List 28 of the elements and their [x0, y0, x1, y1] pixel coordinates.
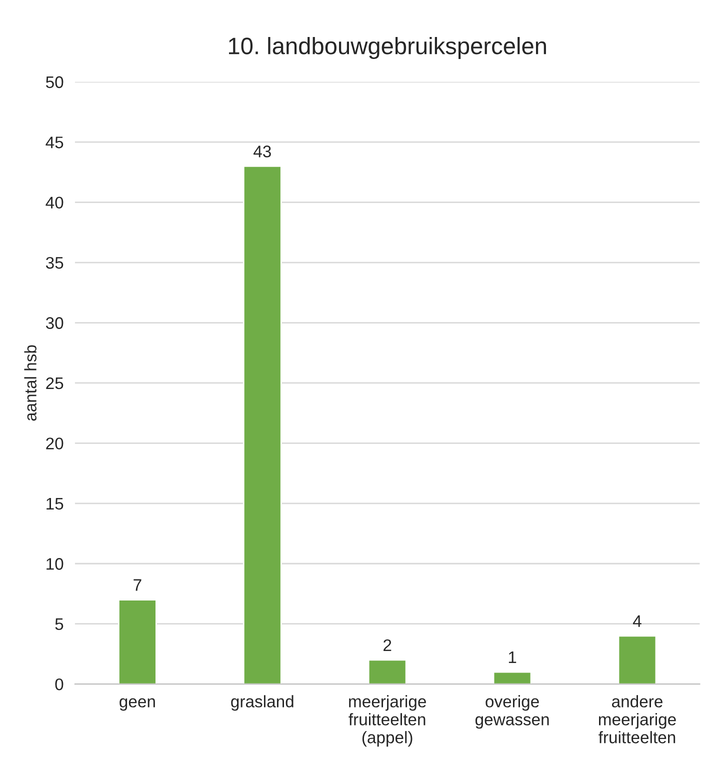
bar [618, 635, 657, 684]
data-label: 43 [254, 146, 271, 158]
y-tick-label: 25 [46, 377, 64, 390]
y-tick-label: 35 [46, 256, 64, 269]
bar [118, 599, 157, 684]
y-axis-title: aantal hsb [24, 345, 36, 421]
bar [368, 659, 407, 684]
data-label: 7 [134, 579, 142, 591]
y-tick-label: 50 [46, 76, 64, 88]
x-tick-label: andere meerjarige fruitteelten [598, 695, 676, 744]
data-label: 4 [632, 615, 642, 627]
chart-title: 10. landbouwgebruikspercelen [229, 37, 546, 60]
y-tick-label: 20 [46, 438, 64, 450]
y-tick-label: 40 [46, 196, 64, 209]
x-tick-label: meerjarige fruitteelten (appel) [348, 695, 426, 747]
y-tick-label: 10 [46, 558, 64, 570]
x-tick-label: grasland [231, 695, 294, 711]
data-label: 2 [384, 639, 392, 651]
y-tick-label: 0 [55, 678, 64, 690]
x-tick-label: overige gewassen [475, 695, 549, 729]
x-tick-label: geen [120, 698, 155, 711]
bar [492, 671, 532, 684]
y-tick-label: 15 [46, 498, 64, 510]
y-tick-label: 45 [46, 136, 64, 148]
bar [242, 166, 282, 684]
y-tick-label: 5 [55, 618, 64, 630]
y-tick-label: 30 [46, 317, 64, 329]
data-label: 1 [508, 652, 516, 664]
